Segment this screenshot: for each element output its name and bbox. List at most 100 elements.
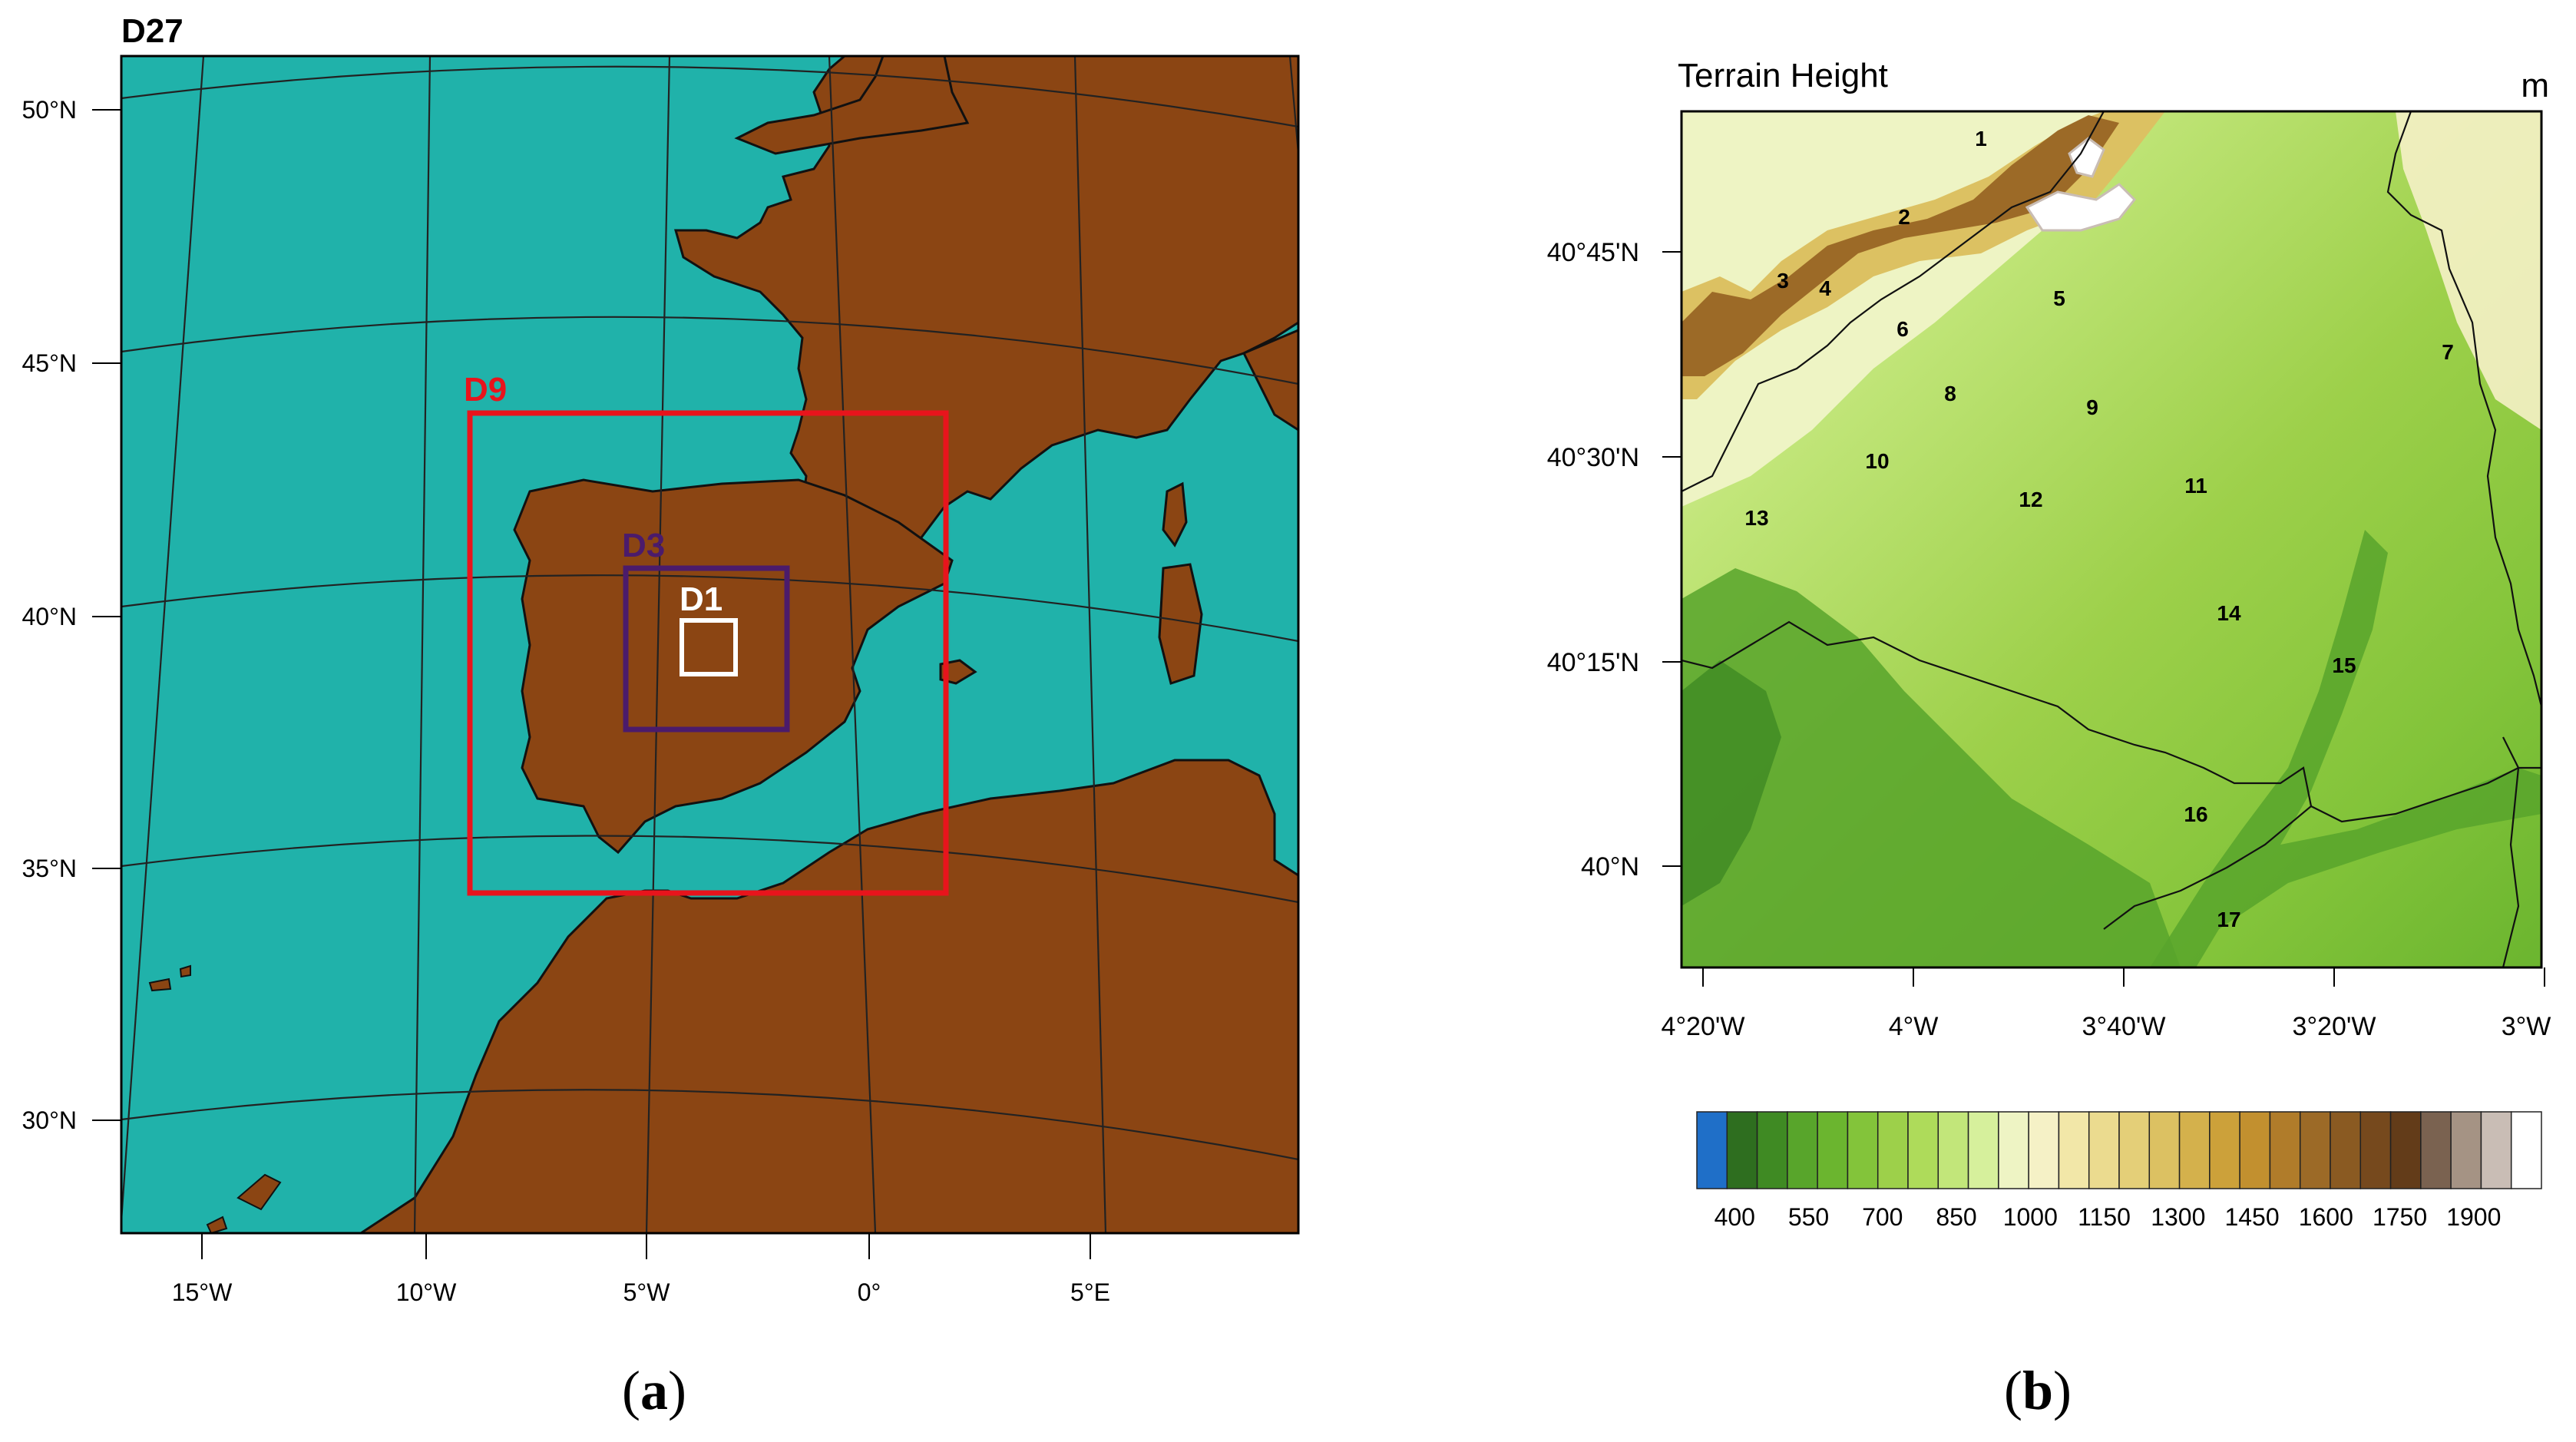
panel-b-frame [1680, 110, 2543, 969]
colorbar-label: 550 [1788, 1203, 1829, 1231]
sardinia-island [1158, 563, 1203, 685]
lon-label: 4°20'W [1662, 1012, 1745, 1041]
panel-a-map: D27 [22, 12, 1300, 1305]
canary-islet [179, 964, 191, 978]
colorbar-swatch [2239, 1111, 2271, 1189]
site-label: 12 [2019, 488, 2042, 511]
colorbar-swatch [1756, 1111, 1788, 1189]
terrain-summit-snow [2025, 183, 2137, 232]
site-label: 1 [1975, 127, 1987, 150]
lat-label: 35°N [22, 855, 78, 882]
colorbar-swatch [2480, 1111, 2512, 1189]
admin-borders [1682, 111, 2541, 967]
colorbar-swatch [2028, 1111, 2060, 1189]
panel-a-caption: (a) [622, 1360, 686, 1421]
colorbar-label: 1600 [2299, 1203, 2353, 1231]
terrain-river-valley [2150, 530, 2541, 967]
panel-b-map: Terrain Height m 1 2 3 4 5 6 7 8 9 10 [1547, 57, 2551, 1231]
site-label: 11 [2184, 474, 2207, 498]
domain-d1-label: D1 [680, 580, 723, 618]
colorbar-swatch [1696, 1111, 1728, 1189]
canary-islet [148, 977, 172, 992]
site-label: 3 [1777, 269, 1789, 293]
colorbar-swatch [1877, 1111, 1909, 1189]
domain-d3-box [623, 565, 790, 733]
lon-label: 3°W [2502, 1012, 2551, 1041]
site-label: 8 [1944, 382, 1956, 405]
colorbar-swatch [1726, 1111, 1758, 1189]
site-label: 13 [1744, 506, 1768, 530]
colorbar-label: 1150 [2078, 1203, 2131, 1231]
colorbar-swatch [2299, 1111, 2331, 1189]
lat-label: 40°30'N [1547, 443, 1639, 472]
colorbar-swatch [2118, 1111, 2151, 1189]
colorbar-swatch [2359, 1111, 2392, 1189]
domain-d3-label: D3 [622, 527, 665, 564]
colorbar-label: 1450 [2224, 1203, 2279, 1231]
colorbar-swatch [1937, 1111, 1969, 1189]
site-label: 6 [1896, 317, 1909, 341]
site-label: 16 [2184, 802, 2207, 826]
site-label: 2 [1898, 205, 1910, 229]
panel-a-title: D27 [121, 12, 184, 50]
site-label: 7 [2442, 340, 2454, 364]
colorbar-label: 1000 [2003, 1203, 2058, 1231]
colorbar-swatch [2510, 1111, 2542, 1189]
lon-label: 15°W [172, 1278, 233, 1305]
site-label: 4 [1819, 276, 1831, 300]
colorbar-swatch [1787, 1111, 1818, 1189]
lon-label: 4°W [1889, 1012, 1939, 1041]
site-label: 17 [2217, 908, 2240, 931]
domain-d1-box [680, 618, 738, 676]
panel-b-caption: (b) [2004, 1360, 2072, 1421]
africa-landmass [359, 759, 1298, 1233]
colorbar-swatch [1907, 1111, 1939, 1189]
lon-label: 3°40'W [2082, 1012, 2166, 1041]
lon-label: 5°E [1070, 1278, 1110, 1305]
terrain-mountain-high [1682, 115, 2119, 376]
domain-d9-box [467, 410, 949, 896]
britain-landmass [734, 56, 970, 155]
site-label: 15 [2332, 653, 2356, 677]
panel-a-frame [120, 55, 1300, 1235]
lon-label: 5°W [623, 1278, 671, 1305]
lat-label: 40°45'N [1547, 238, 1639, 267]
lon-label: 0° [858, 1278, 881, 1305]
colorbar-label: 1300 [2151, 1203, 2205, 1231]
site-label: 14 [2217, 601, 2241, 625]
colorbar-swatch [1967, 1111, 1999, 1189]
colorbar-swatch [2420, 1111, 2452, 1189]
colorbar-swatch [2269, 1111, 2301, 1189]
terrain-lowland-southwest [1682, 568, 2181, 967]
lat-label: 45°N [22, 349, 78, 377]
colorbar-label: 1900 [2446, 1203, 2501, 1231]
lon-label: 3°20'W [2293, 1012, 2376, 1041]
domain-d9-label: D9 [464, 371, 507, 408]
colorbar-label: 1750 [2373, 1203, 2427, 1231]
colorbar-swatch [2450, 1111, 2482, 1189]
lat-label: 30°N [22, 1106, 78, 1134]
lat-label: 50°N [22, 96, 78, 124]
colorbar-swatch [1847, 1111, 1879, 1189]
canary-islet [206, 1215, 228, 1233]
balearic-islands [939, 659, 977, 685]
lat-label: 40°15'N [1547, 648, 1639, 677]
colorbar-swatch [2058, 1111, 2090, 1189]
colorbar-label: 400 [1715, 1203, 1755, 1231]
colorbar-swatch [2088, 1111, 2120, 1189]
canary-islet [236, 1173, 282, 1211]
colorbar-swatch [2209, 1111, 2240, 1189]
colorbar-swatch [1817, 1111, 1849, 1189]
colorbar-swatch [1998, 1111, 2029, 1189]
panel-b-title: Terrain Height [1678, 57, 1888, 94]
corsica-island [1162, 481, 1188, 547]
terrain-summit-snow [2068, 137, 2105, 178]
graticule [121, 56, 1298, 1233]
terrain-lowland-valley [1682, 660, 1781, 906]
colorbar-label: 700 [1862, 1203, 1903, 1231]
site-label: 10 [1865, 449, 1889, 473]
colorbar-swatch [2389, 1111, 2422, 1189]
colorbar-swatch [2330, 1111, 2362, 1189]
colorbar-swatch [2148, 1111, 2181, 1189]
panel-b-unit: m [2521, 67, 2549, 104]
